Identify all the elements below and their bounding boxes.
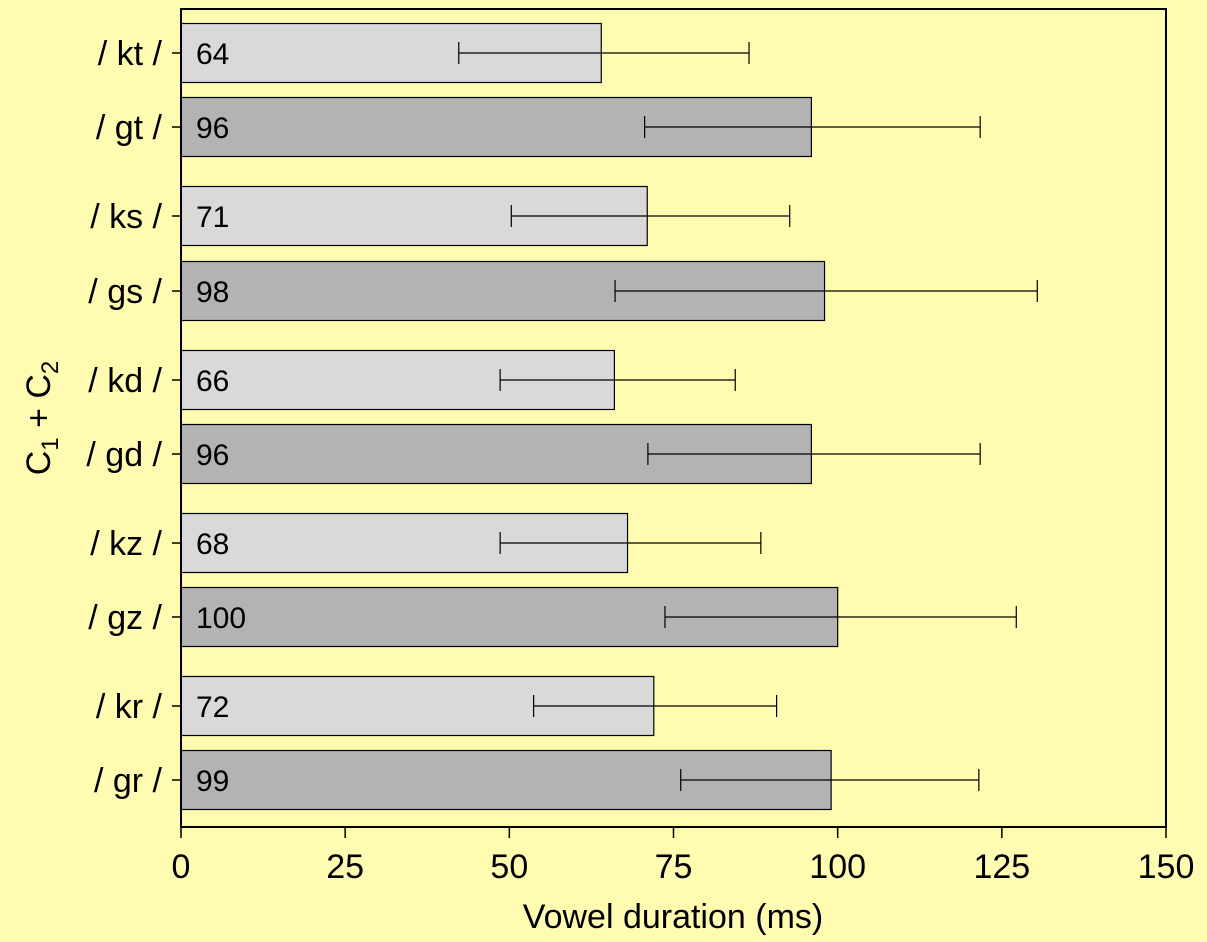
value-label: 96 (196, 112, 229, 145)
value-label: 98 (196, 276, 229, 309)
category-label: / kt / (98, 35, 163, 73)
value-label: 71 (196, 201, 229, 234)
y-axis-label-base: C (20, 451, 58, 476)
x-tick-label: 75 (655, 848, 693, 886)
category-label: / kz / (90, 525, 162, 563)
value-label: 68 (196, 528, 229, 561)
value-label: 64 (196, 38, 229, 71)
value-label: 66 (196, 365, 229, 398)
category-label: / gt / (96, 109, 163, 147)
x-tick-label: 0 (172, 848, 191, 886)
category-label: / gd / (86, 436, 162, 474)
y-axis-label-sub2: 2 (37, 361, 64, 374)
y-axis-label-base-2: C (20, 374, 58, 399)
value-label: 96 (196, 439, 229, 472)
y-axis-label: C1 + C2 (20, 361, 64, 476)
category-label: / ks / (90, 198, 162, 236)
value-label: 72 (196, 691, 229, 724)
y-axis-label-plus: + (20, 399, 58, 438)
category-label: / gr / (94, 762, 163, 800)
y-axis-label-sub1: 1 (37, 437, 64, 450)
x-tick-label: 100 (809, 848, 866, 886)
x-tick-label: 150 (1138, 848, 1195, 886)
x-tick-label: 125 (973, 848, 1030, 886)
x-axis-label: Vowel duration (ms) (523, 898, 823, 936)
category-label: / gz / (88, 599, 162, 637)
category-label: / kr / (96, 688, 163, 726)
x-tick-label: 50 (490, 848, 528, 886)
category-label: / gs / (88, 273, 162, 311)
category-label: / kd / (88, 362, 162, 400)
x-tick-label: 25 (326, 848, 364, 886)
value-label: 100 (196, 602, 246, 635)
value-label: 99 (196, 765, 229, 798)
